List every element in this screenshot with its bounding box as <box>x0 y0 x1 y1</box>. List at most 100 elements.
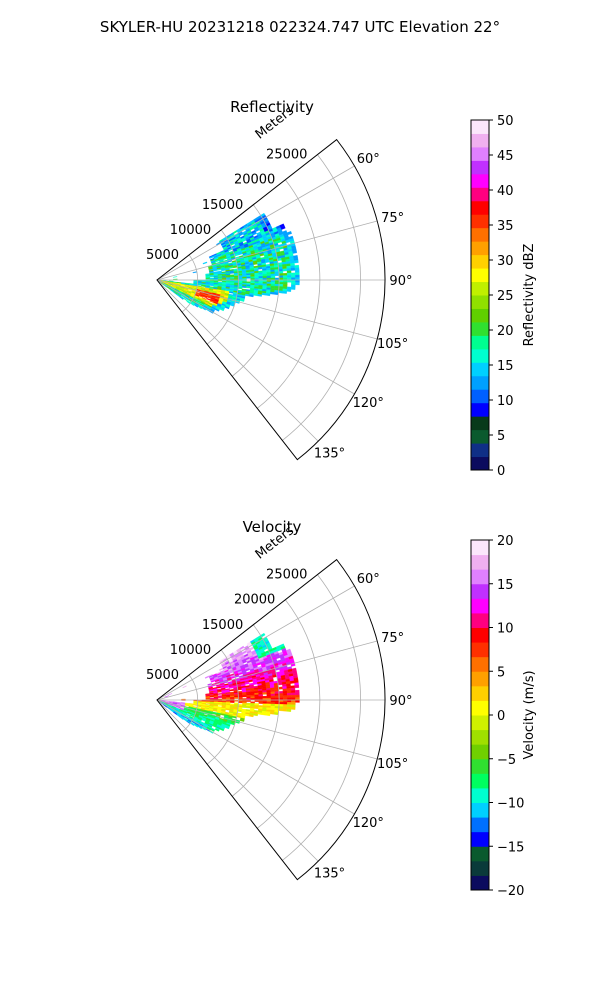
reflectivity-gate <box>258 274 263 277</box>
reflectivity-gate <box>250 274 255 277</box>
colorbar-band <box>471 362 489 377</box>
velocity-gate <box>286 690 292 694</box>
azimuth-tick-label: 120° <box>353 396 384 411</box>
colorbar-band <box>471 802 489 818</box>
velocity-gate <box>230 697 235 699</box>
velocity-gate <box>219 727 225 732</box>
azimuth-spoke <box>156 279 355 395</box>
radial-tick-label: 25000 <box>266 568 307 583</box>
velocity-gate <box>274 693 280 697</box>
azimuth-tick-label: 90° <box>389 274 412 289</box>
reflectivity-gate <box>239 299 245 302</box>
reflectivity-gate <box>219 307 225 312</box>
velocity-gate <box>237 709 243 713</box>
radial-tick-label: 25000 <box>266 148 307 163</box>
velocity-gate <box>205 702 211 704</box>
velocity-gate <box>278 695 284 699</box>
velocity-gate <box>274 691 280 694</box>
radial-tick-label: 20000 <box>234 173 275 188</box>
velocity-gate <box>217 693 223 695</box>
colorbar-band <box>471 540 489 556</box>
velocity-gate <box>278 691 284 694</box>
velocity-gate <box>254 706 259 710</box>
velocity-gate <box>274 701 280 705</box>
reflectivity-gate <box>274 283 280 287</box>
colorbar-band <box>471 187 489 202</box>
reflectivity-gate <box>294 269 300 273</box>
range-ring <box>231 204 280 377</box>
reflectivity-gate <box>266 281 272 285</box>
velocity-colorbar: −20 −15 −10 −5 0 5 10 15 20 Velocity (m/s) <box>470 534 537 899</box>
colorbar-band <box>471 700 489 716</box>
range-ring <box>282 574 361 861</box>
velocity-azimuth-ticks: 60° 75° 90° 105° 120° 135° <box>314 572 413 881</box>
azimuth-spoke <box>156 585 355 701</box>
velocity-gate <box>274 703 280 707</box>
velocity-gate <box>291 702 296 705</box>
velocity-gate <box>217 696 223 699</box>
colorbar-band <box>471 787 489 803</box>
velocity-gate <box>278 708 284 712</box>
reflectivity-gate <box>293 259 299 264</box>
velocity-gate <box>290 690 296 694</box>
velocity-gate <box>282 702 288 705</box>
velocity-gate <box>291 695 296 698</box>
reflectivity-gate <box>286 268 292 272</box>
colorbar-band <box>471 133 489 148</box>
colorbar-band <box>471 173 489 188</box>
colorbar-band <box>471 295 489 309</box>
reflectivity-gate <box>238 276 243 279</box>
velocity-gate <box>197 725 203 730</box>
velocity-gate <box>294 689 300 693</box>
velocity-gate <box>238 696 243 699</box>
velocity-gate <box>270 701 276 705</box>
reflectivity-gate <box>282 290 287 294</box>
radial-tick-label: 15000 <box>202 618 243 633</box>
colorbar-band <box>471 671 489 687</box>
velocity-gate <box>201 727 207 731</box>
reflectivity-gate <box>278 281 284 285</box>
colorbar-band <box>471 598 489 614</box>
velocity-gate <box>182 685 187 689</box>
azimuth-spoke <box>156 165 355 281</box>
velocity-gate <box>193 724 199 728</box>
colorbar-band <box>471 583 489 599</box>
velocity-gate <box>246 706 251 709</box>
reflectivity-gate <box>246 276 251 279</box>
velocity-title: Velocity <box>243 518 302 536</box>
colorbar-band <box>471 227 489 242</box>
reflectivity-gate <box>295 274 300 278</box>
colorbar-tick-label: −20 <box>497 884 524 899</box>
reflectivity-gate <box>169 280 174 282</box>
reflectivity-panel: Reflectivity 5000 10000 15000 20000 25000 60… <box>146 98 412 462</box>
velocity-gate <box>270 695 276 699</box>
reflectivity-gate <box>291 284 296 288</box>
azimuth-tick-label: 105° <box>377 757 408 772</box>
range-ring <box>206 229 239 345</box>
reflectivity-gate <box>230 277 235 279</box>
colorbar-band <box>471 375 489 390</box>
velocity-gate <box>266 693 272 697</box>
colorbar-tick-label: 10 <box>497 622 514 637</box>
reflectivity-gate <box>254 276 259 279</box>
reflectivity-gate <box>282 284 288 287</box>
reflectivity-gate <box>286 231 292 236</box>
velocity-gate <box>274 695 280 699</box>
velocity-gate <box>249 714 254 718</box>
velocity-gate <box>229 689 234 692</box>
velocity-gate <box>289 680 295 684</box>
reflectivity-gate <box>246 286 251 289</box>
reflectivity-gate <box>270 271 276 275</box>
colorbar-tick-label: 25 <box>497 289 514 304</box>
colorbar-tick-label: 15 <box>497 578 514 593</box>
velocity-gate <box>253 713 258 717</box>
reflectivity-azimuth-ticks: 60° 75° 90° 105° 120° 135° <box>314 152 413 461</box>
velocity-gate <box>179 716 184 720</box>
velocity-gate <box>242 695 247 698</box>
colorbar-tick-label: 45 <box>497 149 514 164</box>
velocity-gate <box>291 704 296 708</box>
azimuth-tick-label: 75° <box>381 211 404 226</box>
velocity-gate <box>286 708 292 712</box>
colorbar-band <box>471 612 489 628</box>
